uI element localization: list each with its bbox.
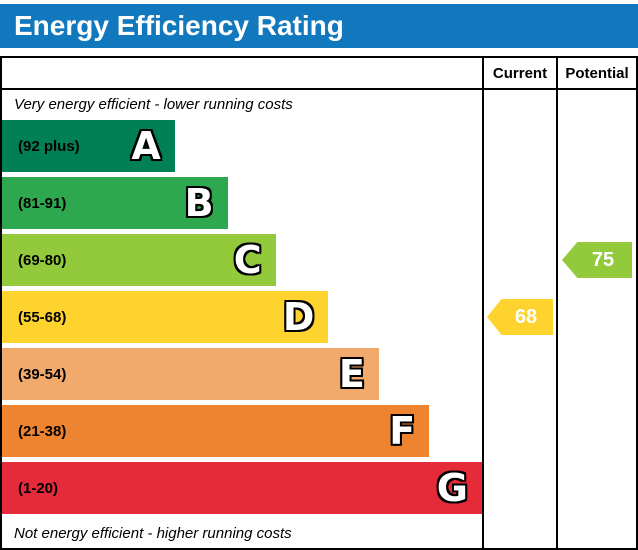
current-rating-pointer: 68 [487, 299, 553, 335]
potential-column-header: Potential [556, 58, 636, 88]
band-e-letter: E [338, 352, 365, 396]
page-title: Energy Efficiency Rating [0, 4, 638, 48]
band-a-letter: A [131, 124, 161, 168]
band-f-range: (21-38) [18, 422, 67, 440]
rating-chart: Current Potential Very energy efficient … [0, 56, 638, 550]
chart-header-row: Current Potential [2, 58, 636, 90]
band-list: (92 plus) A (81-91) B (69-80) C (55-68) … [2, 118, 482, 514]
band-f-bar: (21-38) F [2, 405, 430, 457]
current-column-header: Current [482, 58, 556, 88]
potential-column: 75 [556, 90, 636, 548]
band-a-bar: (92 plus) A [2, 120, 175, 172]
top-note: Very energy efficient - lower running co… [14, 95, 293, 113]
current-rating-value: 68 [514, 305, 538, 328]
band-c-range: (69-80) [18, 251, 67, 269]
bands-area: Very energy efficient - lower running co… [2, 90, 482, 548]
band-f-letter: F [389, 409, 416, 453]
potential-rating-value: 75 [591, 248, 615, 271]
band-b-letter: B [184, 181, 214, 225]
band-b-bar: (81-91) B [2, 177, 228, 229]
band-a-range: (92 plus) [18, 137, 80, 155]
band-e-range: (39-54) [18, 365, 67, 383]
band-d-bar: (55-68) D [2, 291, 329, 343]
band-g-bar: (1-20) G [2, 462, 482, 514]
bottom-note: Not energy efficient - higher running co… [14, 524, 292, 542]
band-c-letter: C [233, 238, 262, 282]
current-column: 68 [482, 90, 556, 548]
band-g-range: (1-20) [18, 479, 59, 497]
chart-body: Very energy efficient - lower running co… [2, 90, 636, 548]
potential-rating-pointer: 75 [562, 242, 632, 278]
band-e-bar: (39-54) E [2, 348, 379, 400]
band-c-bar: (69-80) C [2, 234, 276, 286]
band-d-letter: D [282, 295, 315, 339]
band-g-letter: G [436, 466, 468, 510]
page-title-text: Energy Efficiency Rating [14, 10, 344, 41]
band-d-range: (55-68) [18, 308, 67, 326]
header-spacer [2, 58, 482, 88]
band-b-range: (81-91) [18, 194, 67, 212]
